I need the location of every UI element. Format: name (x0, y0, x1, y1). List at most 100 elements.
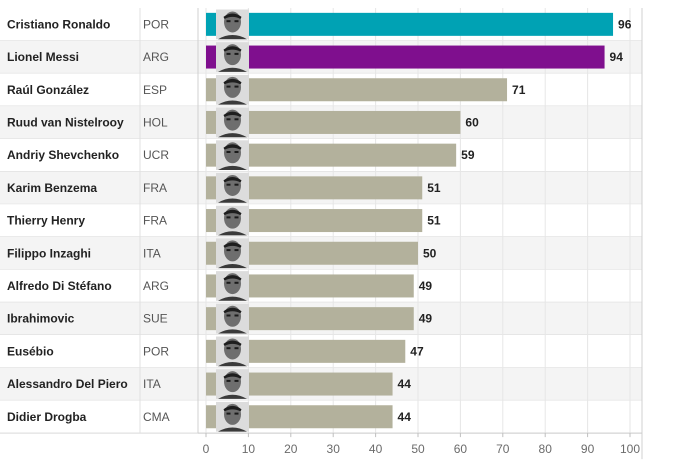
player-name-label: Alfredo Di Stéfano (7, 279, 112, 293)
portrait-shoulders (218, 362, 247, 367)
bar (206, 405, 393, 429)
value-label: 44 (398, 377, 412, 391)
portrait-eye (234, 183, 239, 186)
x-tick-label: 20 (284, 442, 298, 456)
country-label: FRA (143, 181, 167, 195)
portrait-shoulders (218, 100, 247, 105)
country-label: ESP (143, 83, 167, 97)
country-label: ARG (143, 50, 169, 64)
value-label: 49 (419, 312, 433, 326)
player-portrait-icon (216, 173, 249, 203)
bars (206, 9, 614, 432)
player-portrait-icon (216, 238, 249, 269)
country-label: FRA (143, 214, 167, 228)
portrait-eye (234, 20, 239, 23)
x-tick-label: 40 (369, 442, 383, 456)
player-name-label: Ibrahimovic (7, 312, 75, 326)
x-tick-label: 30 (327, 442, 341, 456)
player-portrait-icon (216, 9, 249, 40)
player-name-label: Didier Drogba (7, 410, 87, 424)
x-tick-label: 100 (620, 442, 640, 456)
value-label: 44 (398, 410, 412, 424)
x-tick-label: 60 (454, 442, 468, 456)
player-name-label: Karim Benzema (7, 181, 97, 195)
portrait-shoulders (218, 133, 247, 138)
value-label: 94 (610, 50, 624, 64)
portrait-eye (226, 52, 231, 55)
portrait-eye (234, 150, 239, 153)
bar (206, 372, 393, 396)
portrait-shoulders (218, 263, 247, 269)
player-portrait-icon (216, 42, 249, 72)
portrait-hair (223, 307, 242, 314)
portrait-shoulders (218, 329, 247, 334)
x-tick-label: 70 (496, 442, 510, 456)
portrait-hair (223, 13, 242, 20)
country-label: HOL (143, 115, 168, 129)
country-label: ITA (143, 377, 161, 391)
portrait-eye (226, 118, 231, 121)
value-label: 59 (461, 148, 475, 162)
bar (206, 307, 414, 331)
value-label: 47 (410, 344, 424, 358)
portrait-eye (226, 379, 231, 382)
portrait-shoulders (218, 198, 247, 203)
portrait-shoulders (218, 165, 247, 170)
country-label: ARG (143, 279, 169, 293)
portrait-eye (234, 249, 239, 252)
portrait-hair (223, 46, 242, 52)
portrait-shoulders (218, 427, 247, 432)
bar (206, 110, 461, 134)
player-name-label: Raúl González (7, 83, 89, 97)
portrait-hair (223, 340, 242, 347)
portrait-eye (226, 281, 231, 284)
portrait-eye (234, 314, 239, 317)
portrait-eye (226, 183, 231, 186)
portrait-eye (234, 216, 239, 219)
portrait-hair (223, 209, 242, 216)
bar (206, 12, 614, 36)
x-tick-label: 90 (581, 442, 595, 456)
portrait-hair (223, 275, 242, 281)
portrait-eye (226, 20, 231, 23)
player-portrait-icon (216, 140, 249, 170)
player-portrait-icon (216, 107, 249, 138)
portrait-hair (223, 111, 242, 118)
value-label: 71 (512, 83, 526, 97)
bar (206, 78, 508, 102)
bar (206, 176, 423, 200)
player-portrait-icon (216, 369, 249, 399)
player-portrait-icon (216, 303, 249, 334)
portrait-shoulders (218, 67, 247, 72)
row-labels: 96 94 71 60 59 51 51 50 49 49 47 44 44 Cristiano Rona… (7, 17, 632, 423)
player-portrait-icon (216, 401, 249, 432)
portrait-eye (234, 85, 239, 88)
portrait-eye (226, 216, 231, 219)
portrait-eye (234, 412, 239, 415)
x-tick-label: 0 (203, 442, 210, 456)
value-label: 49 (419, 279, 433, 293)
portrait-shoulders (218, 35, 247, 40)
portrait-shoulders (218, 296, 247, 301)
player-name-label: Ruud van Nistelrooy (7, 115, 124, 129)
portrait-eye (226, 85, 231, 88)
portrait-eye (226, 412, 231, 415)
portrait-shoulders (218, 394, 247, 399)
portrait-eye (226, 150, 231, 153)
country-label: ITA (143, 246, 161, 260)
portrait-hair (223, 405, 242, 412)
portrait-eye (234, 52, 239, 55)
value-label: 96 (618, 17, 632, 31)
portrait-hair (223, 177, 242, 183)
player-name-label: Filippo Inzaghi (7, 246, 91, 260)
country-label: POR (143, 17, 169, 31)
value-label: 51 (427, 214, 441, 228)
value-label: 60 (465, 115, 479, 129)
player-name-label: Andriy Shevchenko (7, 148, 119, 162)
portrait-eye (234, 281, 239, 284)
player-portrait-icon (216, 336, 249, 367)
portrait-eye (234, 118, 239, 121)
bar (206, 274, 414, 298)
portrait-eye (234, 379, 239, 382)
